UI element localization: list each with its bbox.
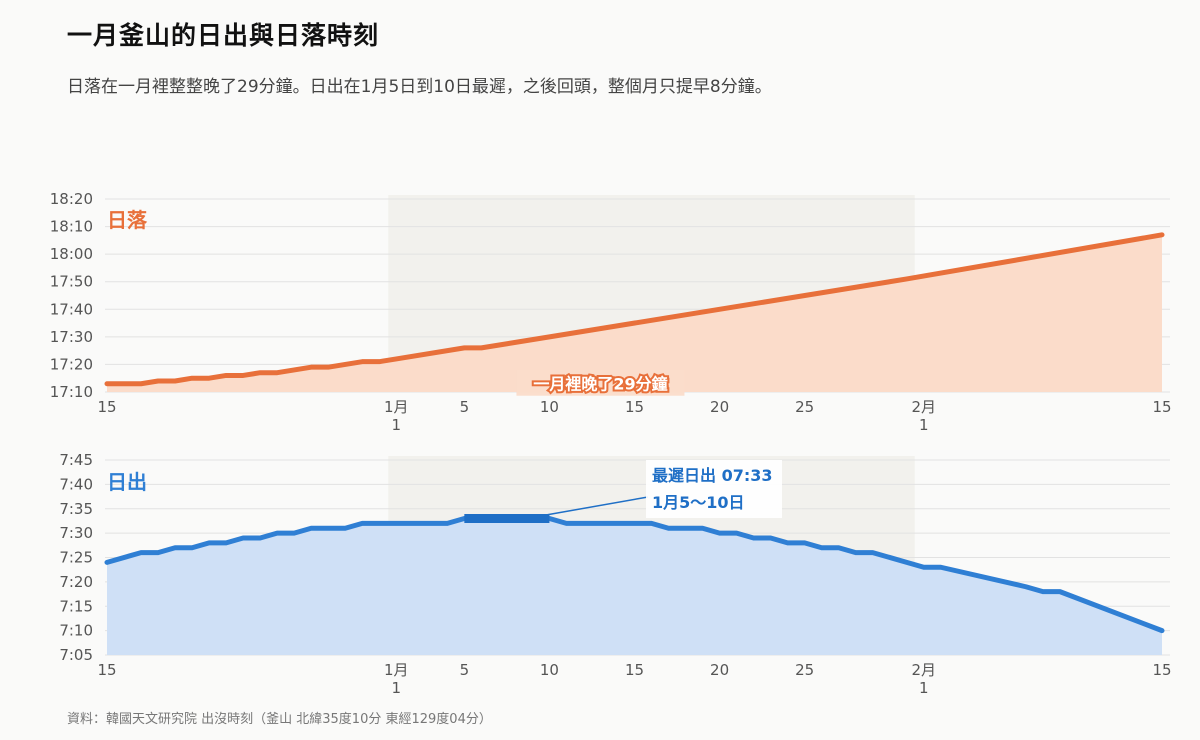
sunset-x-tick-label: 1月	[384, 398, 409, 416]
sunset-y-tick-label: 17:40	[50, 300, 93, 318]
sunrise-x-tick-label: 15	[1152, 661, 1171, 679]
sunrise-annotation-line: 最遲日出 07:33	[652, 466, 773, 485]
sunset-y-tick-label: 17:50	[50, 273, 93, 291]
sunrise-y-tick-label: 7:10	[59, 622, 93, 640]
sunrise-panel-label: 日出	[107, 470, 147, 494]
sunset-x-tick-label: 5	[460, 398, 470, 416]
sunrise-x-tick-label: 15	[625, 661, 644, 679]
sunrise-x-tick-label: 2月	[912, 661, 937, 679]
sunrise-x-tick-label: 10	[540, 661, 559, 679]
sunrise-annotation-line: 1月5～10日	[652, 493, 745, 512]
sunset-panel: 17:10 17:20 17:30 17:40 17:50 18:00 18:10 18:20…	[50, 190, 1172, 434]
sunset-y-tick-label: 17:10	[50, 383, 93, 401]
sunrise-x-tick-label: 20	[710, 661, 729, 679]
sunset-x-tick-label: 15	[1152, 398, 1171, 416]
data-source-note: 資料：韓國天文研究院 出沒時刻（釜山 北緯35度10分 東經129度04分）	[67, 712, 492, 727]
sunset-annotation-text: 一月裡晚了29分鐘	[533, 375, 667, 394]
sunset-x-tick-label: 20	[710, 398, 729, 416]
sunrise-y-tick-label: 7:40	[59, 475, 93, 493]
sunset-y-tick-label: 18:10	[50, 218, 93, 236]
sunrise-area	[107, 518, 1162, 655]
sunset-annotation-background	[516, 369, 685, 396]
sunset-y-tick-label: 18:00	[50, 245, 93, 263]
sunrise-y-tick-label: 7:45	[59, 451, 93, 469]
sunset-line	[104, 232, 1165, 387]
sunrise-annotation-leader	[537, 496, 649, 518]
sunrise-y-tick-label: 7:25	[59, 549, 93, 567]
sunrise-y-tick-label: 7:05	[59, 646, 93, 664]
chart-title: 一月釜山的日出與日落時刻	[67, 21, 380, 50]
sunrise-line	[104, 516, 1165, 634]
sunrise-x-tick-sublabel: 1	[392, 679, 402, 697]
sunset-x-tick-sublabel: 1	[919, 416, 929, 434]
sunrise-annotation-background	[646, 460, 782, 518]
sunset-x-tick-label: 15	[625, 398, 644, 416]
sunset-x-tick-label: 2月	[912, 398, 937, 416]
sunset-x-tick-label: 15	[97, 398, 116, 416]
sunrise-y-tick-label: 7:15	[59, 597, 93, 615]
sunrise-x-tick-sublabel: 1	[919, 679, 929, 697]
sunset-area	[107, 234, 1162, 392]
sunset-y-tick-label: 17:20	[50, 355, 93, 373]
sunset-x-tick-sublabel: 1	[392, 416, 402, 434]
sunrise-y-tick-label: 7:20	[59, 573, 93, 591]
sunrise-y-tick-label: 7:30	[59, 524, 93, 542]
sunset-y-tick-label: 18:20	[50, 190, 93, 208]
sunrise-x-tick-label: 25	[795, 661, 814, 679]
sunset-y-tick-label: 17:30	[50, 328, 93, 346]
sunrise-x-tick-label: 1月	[384, 661, 409, 679]
sunset-x-tick-label: 10	[540, 398, 559, 416]
sunset-x-tick-label: 25	[795, 398, 814, 416]
sunset-panel-label: 日落	[107, 208, 148, 232]
chart-subtitle: 日落在一月裡整整晚了29分鐘。日出在1月5日到10日最遲，之後回頭，整個月只提早…	[67, 77, 772, 97]
sunrise-y-tick-label: 7:35	[59, 500, 93, 518]
sunrise-panel: 7:057:107:157:207:257:307:357:407:45日出15…	[59, 451, 1171, 697]
sunrise-x-tick-label: 15	[97, 661, 116, 679]
sunrise-x-tick-label: 5	[460, 661, 470, 679]
